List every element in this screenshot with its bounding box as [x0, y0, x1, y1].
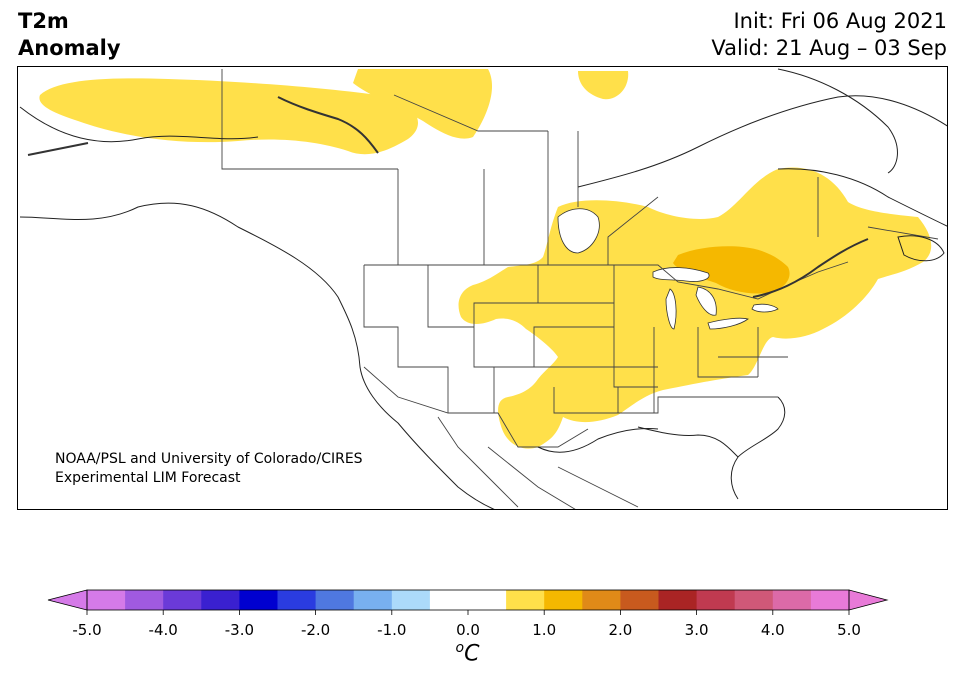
arctic-coast: [19, 95, 947, 188]
map-canvas: [19, 68, 947, 509]
colorbar-tick-label: -4.0: [149, 621, 178, 639]
map-title: T2m Anomaly: [18, 8, 121, 62]
title-line2: Anomaly: [18, 36, 121, 60]
colorbar-cell: [239, 590, 278, 610]
anomaly-shading-dark: [673, 246, 790, 294]
st-lawrence: [752, 238, 869, 298]
colorbar-tick-label: 5.0: [837, 621, 861, 639]
colorbar-tick-label: -5.0: [72, 621, 101, 639]
rivers: [27, 96, 869, 298]
lake-erie: [707, 317, 749, 330]
colorbar-cell: [696, 590, 736, 610]
colorbar-tick-label: 4.0: [761, 621, 785, 639]
colorbar-cell: [87, 590, 126, 610]
colorbar-cell: [201, 590, 240, 610]
colorbar-tick-label: -3.0: [225, 621, 254, 639]
newfoundland: [897, 235, 945, 262]
boundaries: [221, 69, 939, 509]
gulf-coast: [537, 428, 659, 453]
colorbar-cell: [620, 590, 659, 610]
mackenzie-river: [277, 96, 379, 154]
anomaly-shading-light: [39, 69, 932, 449]
lake-huron: [695, 286, 717, 316]
colorbar-ticks: -5.0 -4.0 -3.0 -2.0 -1.0 0.0 1.0 2.0 3.0 4.0 5.0: [72, 610, 861, 639]
unit-base: C: [464, 641, 480, 667]
colorbar-cell: [353, 590, 393, 610]
colorbar-cell: [734, 590, 774, 610]
colorbar-tick-label: -1.0: [377, 621, 406, 639]
forecast-dates: Init: Fri 06 Aug 2021 Valid: 21 Aug – 03…: [711, 8, 947, 62]
main-anomaly: [458, 167, 932, 449]
colorbar-cell: [315, 590, 355, 610]
colorbar-tick-label: -2.0: [301, 621, 330, 639]
colorbar-cell: [125, 590, 164, 610]
colorbar-cell: [391, 590, 431, 610]
colorbar-cell: [544, 590, 583, 610]
greenland-edge: [777, 68, 898, 174]
colorbar-tick-label: 0.0: [456, 621, 480, 639]
lake-superior: [652, 267, 710, 282]
colorbar-cell: [658, 590, 698, 610]
arctic-anomaly-west: [39, 78, 419, 155]
colorbar-cell: [429, 590, 469, 610]
valid-period: Valid: 21 Aug – 03 Sep: [711, 36, 947, 60]
quebec-ontario-warm-core: [673, 246, 790, 294]
great-lakes: [557, 208, 779, 330]
coastlines: [19, 68, 947, 509]
us-states: [363, 265, 788, 414]
alaska-border: [221, 69, 398, 170]
colorbar-under-arrow: [47, 589, 88, 611]
colorbar-unit-label: oC: [0, 640, 935, 666]
provinces: [393, 94, 939, 265]
colorbar-cell: [506, 590, 545, 610]
unit-superscript: o: [455, 640, 465, 656]
colorbar-tick-label: 2.0: [608, 621, 632, 639]
anomaly-map: [17, 66, 948, 510]
credit-line2: Experimental LIM Forecast: [55, 470, 241, 486]
labrador-coast: [777, 168, 947, 227]
hudson-bay: [557, 208, 600, 254]
atlantic-coast: [637, 396, 786, 500]
colorbar-cell: [582, 590, 621, 610]
lake-ontario: [751, 303, 779, 313]
colorbar-over-arrow: [848, 589, 889, 611]
title-line1: T2m: [18, 9, 69, 33]
colorbar-cells: [87, 590, 850, 610]
init-date: Init: Fri 06 Aug 2021: [733, 9, 947, 33]
colorbar-tick-label: 3.0: [685, 621, 709, 639]
colorbar-cell: [772, 590, 812, 610]
canada-us-border: [364, 261, 849, 300]
yukon-river: [27, 142, 89, 156]
arctic-anomaly-islands: [353, 69, 629, 139]
colorbar: -5.0 -4.0 -3.0 -2.0 -1.0 0.0 1.0 2.0 3.0 4.0 5.0: [47, 589, 889, 639]
colorbar-cell: [163, 590, 202, 610]
mexico-border: [363, 366, 589, 448]
colorbar-cell: [468, 590, 507, 610]
pacific-coast: [19, 202, 495, 509]
colorbar-cell: [810, 590, 850, 610]
colorbar-tick-label: 1.0: [532, 621, 556, 639]
colorbar-cell: [277, 590, 317, 610]
map-credit: NOAA/PSL and University of Colorado/CIRE…: [55, 450, 363, 488]
credit-line1: NOAA/PSL and University of Colorado/CIRE…: [55, 451, 363, 467]
lake-michigan: [665, 288, 677, 330]
mexico-states: [437, 416, 639, 509]
